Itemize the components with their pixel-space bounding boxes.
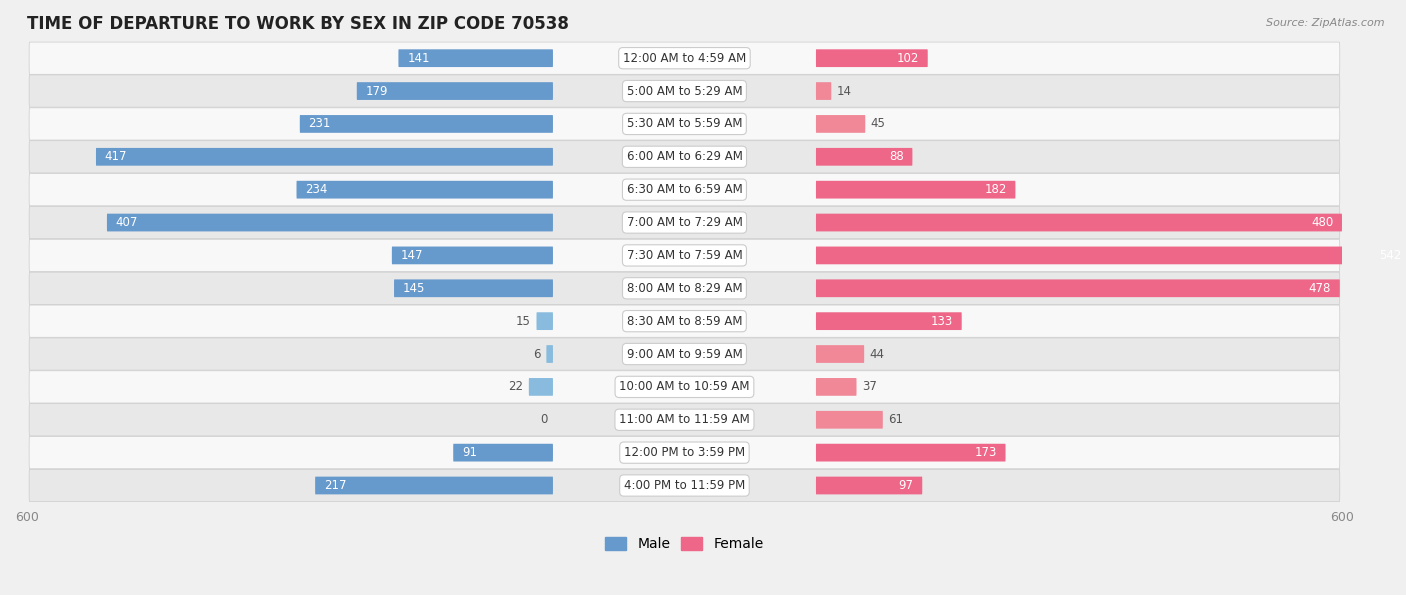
FancyBboxPatch shape: [815, 82, 831, 100]
FancyBboxPatch shape: [815, 378, 856, 396]
Text: 45: 45: [870, 117, 886, 130]
FancyBboxPatch shape: [537, 312, 553, 330]
FancyBboxPatch shape: [30, 75, 1340, 107]
Text: 37: 37: [862, 380, 877, 393]
Text: 11:00 AM to 11:59 AM: 11:00 AM to 11:59 AM: [619, 414, 749, 426]
FancyBboxPatch shape: [30, 338, 1340, 370]
Text: 15: 15: [516, 315, 531, 328]
Text: 145: 145: [402, 282, 425, 295]
FancyBboxPatch shape: [815, 280, 1340, 297]
FancyBboxPatch shape: [394, 280, 553, 297]
Text: 14: 14: [837, 84, 852, 98]
FancyBboxPatch shape: [107, 214, 553, 231]
Text: 44: 44: [870, 347, 884, 361]
FancyBboxPatch shape: [30, 272, 1340, 305]
Text: 179: 179: [366, 84, 388, 98]
FancyBboxPatch shape: [30, 239, 1340, 271]
FancyBboxPatch shape: [30, 42, 1340, 74]
Text: 4:00 PM to 11:59 PM: 4:00 PM to 11:59 PM: [624, 479, 745, 492]
Text: 8:00 AM to 8:29 AM: 8:00 AM to 8:29 AM: [627, 282, 742, 295]
FancyBboxPatch shape: [529, 378, 553, 396]
FancyBboxPatch shape: [297, 181, 553, 199]
FancyBboxPatch shape: [815, 148, 912, 165]
FancyBboxPatch shape: [547, 345, 553, 363]
Text: 88: 88: [889, 151, 904, 163]
FancyBboxPatch shape: [398, 49, 553, 67]
Text: 147: 147: [401, 249, 423, 262]
Text: 141: 141: [408, 52, 430, 65]
Text: 417: 417: [104, 151, 128, 163]
Text: 5:00 AM to 5:29 AM: 5:00 AM to 5:29 AM: [627, 84, 742, 98]
Text: 234: 234: [305, 183, 328, 196]
Text: 407: 407: [115, 216, 138, 229]
FancyBboxPatch shape: [30, 108, 1340, 140]
Text: 12:00 PM to 3:59 PM: 12:00 PM to 3:59 PM: [624, 446, 745, 459]
FancyBboxPatch shape: [30, 140, 1340, 173]
Text: 478: 478: [1309, 282, 1331, 295]
FancyBboxPatch shape: [30, 371, 1340, 403]
Text: 6: 6: [533, 347, 541, 361]
Text: 6:30 AM to 6:59 AM: 6:30 AM to 6:59 AM: [627, 183, 742, 196]
Text: 8:30 AM to 8:59 AM: 8:30 AM to 8:59 AM: [627, 315, 742, 328]
Text: 91: 91: [463, 446, 477, 459]
FancyBboxPatch shape: [815, 49, 928, 67]
Text: 10:00 AM to 10:59 AM: 10:00 AM to 10:59 AM: [619, 380, 749, 393]
FancyBboxPatch shape: [815, 444, 1005, 462]
FancyBboxPatch shape: [30, 437, 1340, 469]
FancyBboxPatch shape: [815, 477, 922, 494]
Text: 7:30 AM to 7:59 AM: 7:30 AM to 7:59 AM: [627, 249, 742, 262]
FancyBboxPatch shape: [453, 444, 553, 462]
Text: 480: 480: [1310, 216, 1333, 229]
FancyBboxPatch shape: [299, 115, 553, 133]
FancyBboxPatch shape: [30, 403, 1340, 436]
FancyBboxPatch shape: [815, 115, 865, 133]
FancyBboxPatch shape: [815, 246, 1406, 264]
Text: 7:00 AM to 7:29 AM: 7:00 AM to 7:29 AM: [627, 216, 742, 229]
FancyBboxPatch shape: [815, 214, 1341, 231]
FancyBboxPatch shape: [815, 312, 962, 330]
FancyBboxPatch shape: [392, 246, 553, 264]
FancyBboxPatch shape: [30, 305, 1340, 337]
Text: 133: 133: [931, 315, 953, 328]
Text: TIME OF DEPARTURE TO WORK BY SEX IN ZIP CODE 70538: TIME OF DEPARTURE TO WORK BY SEX IN ZIP …: [27, 15, 569, 33]
Text: 5:30 AM to 5:59 AM: 5:30 AM to 5:59 AM: [627, 117, 742, 130]
Text: 231: 231: [308, 117, 330, 130]
FancyBboxPatch shape: [96, 148, 553, 165]
Text: 0: 0: [540, 414, 547, 426]
Text: 102: 102: [897, 52, 920, 65]
FancyBboxPatch shape: [815, 411, 883, 428]
FancyBboxPatch shape: [815, 181, 1015, 199]
Text: 173: 173: [974, 446, 997, 459]
FancyBboxPatch shape: [30, 469, 1340, 502]
FancyBboxPatch shape: [357, 82, 553, 100]
Text: 97: 97: [898, 479, 914, 492]
FancyBboxPatch shape: [815, 345, 865, 363]
Text: 542: 542: [1379, 249, 1402, 262]
Text: 9:00 AM to 9:59 AM: 9:00 AM to 9:59 AM: [627, 347, 742, 361]
FancyBboxPatch shape: [315, 477, 553, 494]
Text: 22: 22: [509, 380, 523, 393]
Text: Source: ZipAtlas.com: Source: ZipAtlas.com: [1267, 18, 1385, 28]
Text: 6:00 AM to 6:29 AM: 6:00 AM to 6:29 AM: [627, 151, 742, 163]
Legend: Male, Female: Male, Female: [600, 532, 769, 557]
Text: 12:00 AM to 4:59 AM: 12:00 AM to 4:59 AM: [623, 52, 747, 65]
FancyBboxPatch shape: [30, 174, 1340, 206]
FancyBboxPatch shape: [30, 206, 1340, 239]
Text: 217: 217: [323, 479, 346, 492]
Text: 182: 182: [984, 183, 1007, 196]
Text: 61: 61: [889, 414, 903, 426]
